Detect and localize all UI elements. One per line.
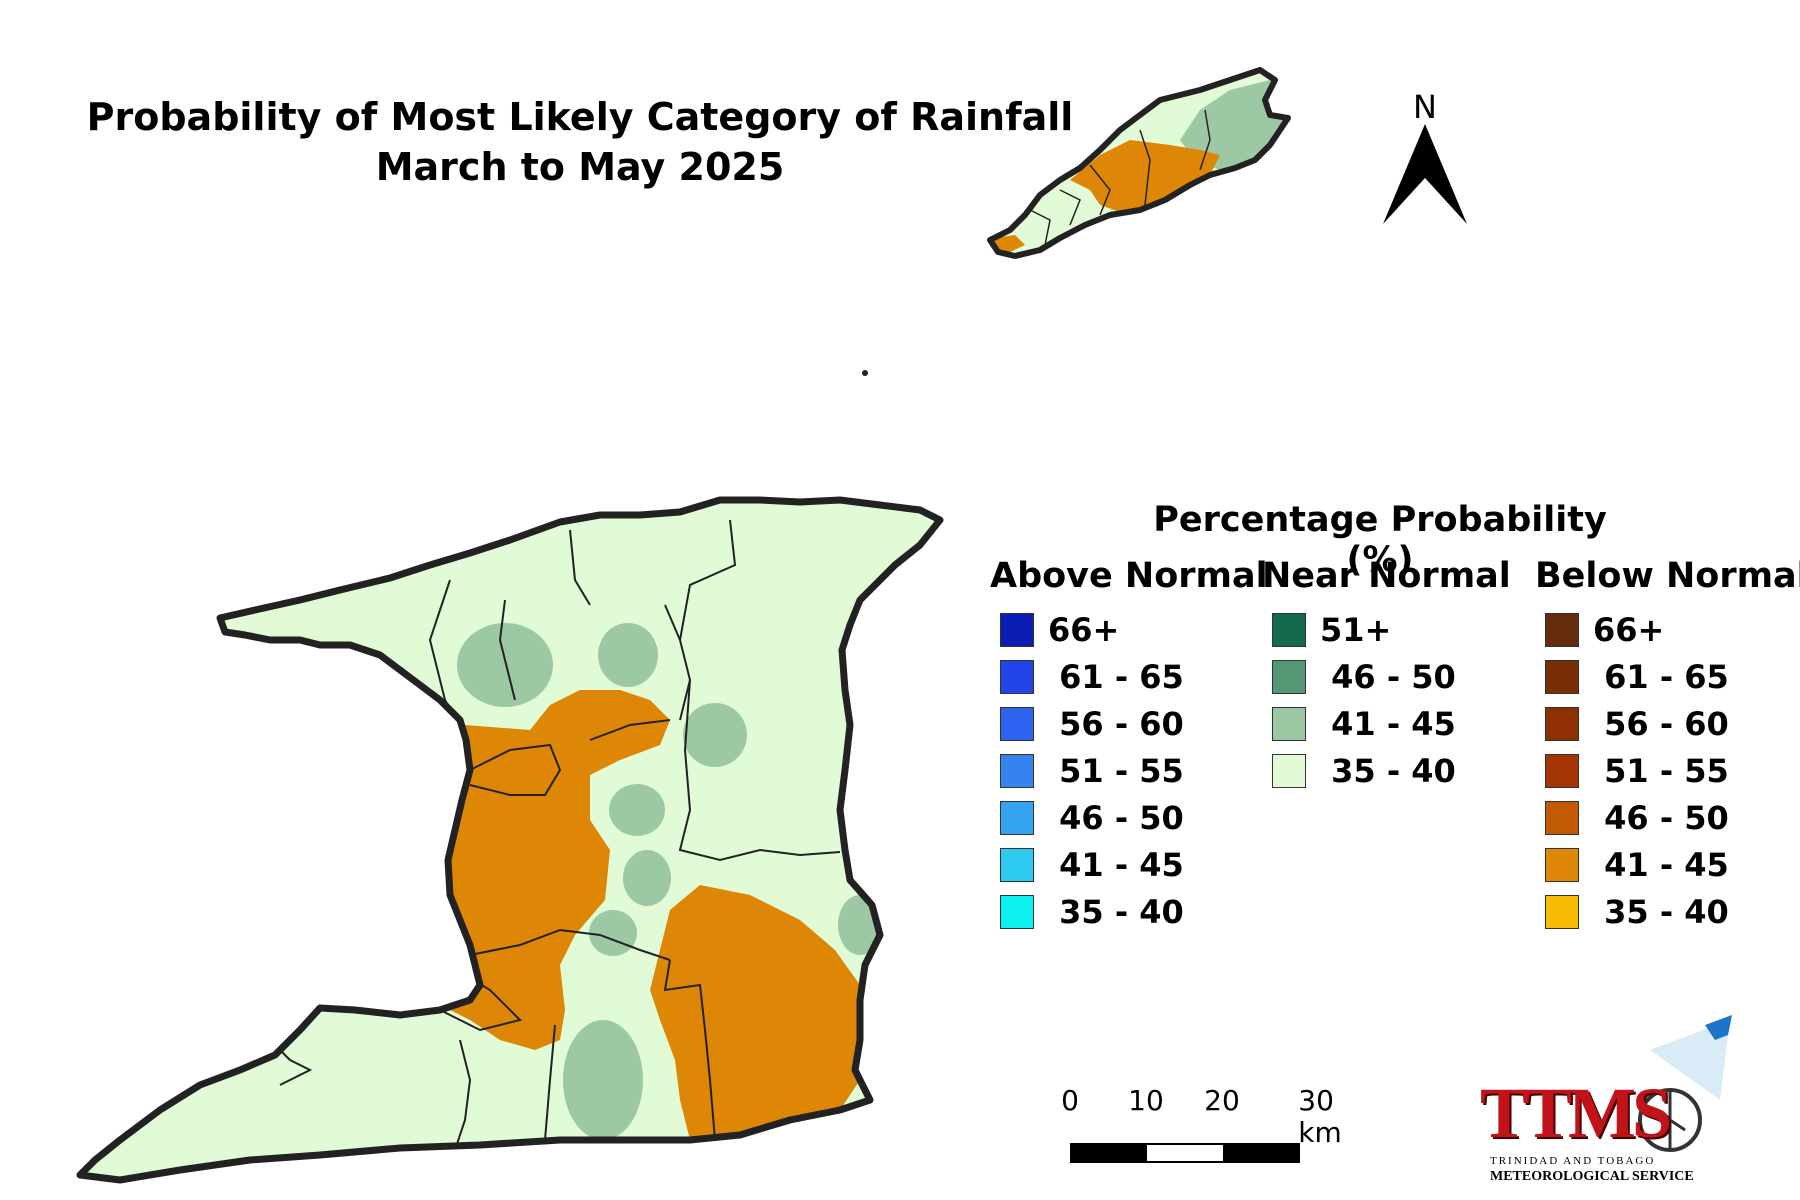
legend-label: 41 - 45 bbox=[1593, 845, 1729, 884]
legend-item: 41 - 45 bbox=[1535, 841, 1800, 888]
legend-swatch bbox=[1545, 894, 1579, 929]
logo-subtitle-2: METEOROLOGICAL SERVICE bbox=[1490, 1169, 1694, 1184]
legend-swatch bbox=[1000, 753, 1034, 788]
legend-swatch bbox=[1000, 847, 1034, 882]
legend-label: 35 - 40 bbox=[1593, 892, 1729, 931]
legend-column-below-normal: Below Normal 66+ 61 - 65 56 - 60 51 - 55… bbox=[1535, 556, 1800, 935]
legend-label: 41 - 45 bbox=[1048, 845, 1184, 884]
ttms-logo: TTMS TRINIDAD AND TOBAGO METEOROLOGICAL … bbox=[1470, 1000, 1760, 1190]
legend-swatch bbox=[1000, 659, 1034, 694]
tobago-below-normal-zone-west bbox=[995, 235, 1025, 252]
tobago-island bbox=[987, 67, 1291, 259]
below-normal-zone-west bbox=[430, 690, 670, 1050]
legend-label: 66+ bbox=[1048, 610, 1120, 649]
legend-swatch bbox=[1545, 753, 1579, 788]
north-arrow: N bbox=[1375, 90, 1475, 240]
near-normal-zone-6 bbox=[589, 910, 637, 956]
tobago-coastline bbox=[987, 67, 1291, 259]
legend-item: 61 - 65 bbox=[990, 653, 1268, 700]
legend-item: 51+ bbox=[1262, 606, 1511, 653]
legend-label: 61 - 65 bbox=[1048, 657, 1184, 696]
title-line-1: Probability of Most Likely Category of R… bbox=[86, 95, 1074, 139]
legend-label: 66+ bbox=[1593, 610, 1665, 649]
legend-heading-above-normal: Above Normal bbox=[990, 556, 1268, 596]
scale-segment-3 bbox=[1222, 1145, 1298, 1161]
scale-segment-1 bbox=[1072, 1145, 1148, 1161]
legend-label: 51 - 55 bbox=[1048, 751, 1184, 790]
scale-label-10: 10 bbox=[1128, 1084, 1164, 1117]
legend-column-near-normal: Near Normal 51+ 46 - 50 41 - 45 35 - 40 bbox=[1262, 556, 1511, 794]
legend-item: 51 - 55 bbox=[1535, 747, 1800, 794]
legend-swatch bbox=[1272, 659, 1306, 694]
legend: Percentage Probability (%) Above Normal … bbox=[990, 500, 1800, 980]
legend-item: 35 - 40 bbox=[1535, 888, 1800, 935]
legend-swatch bbox=[1000, 894, 1034, 929]
legend-swatch bbox=[1000, 612, 1034, 647]
legend-heading-near-normal: Near Normal bbox=[1262, 556, 1511, 596]
near-normal-zone-2 bbox=[598, 623, 658, 687]
trinidad-coastline bbox=[76, 496, 944, 1184]
north-arrow-icon bbox=[1383, 124, 1467, 224]
satellite-dish-icon bbox=[1638, 1015, 1732, 1152]
logo-text: TTMS bbox=[1480, 1073, 1672, 1153]
near-normal-zone-4 bbox=[609, 784, 665, 836]
legend-item: 46 - 50 bbox=[1535, 794, 1800, 841]
legend-label: 56 - 60 bbox=[1593, 704, 1729, 743]
legend-label: 35 - 40 bbox=[1048, 892, 1184, 931]
scale-segment-2 bbox=[1147, 1145, 1223, 1161]
legend-label: 46 - 50 bbox=[1320, 657, 1456, 696]
legend-label: 51+ bbox=[1320, 610, 1392, 649]
title-line-2: March to May 2025 bbox=[375, 145, 785, 189]
legend-swatch bbox=[1545, 800, 1579, 835]
legend-item: 61 - 65 bbox=[1535, 653, 1800, 700]
trinidad-island bbox=[76, 496, 944, 1184]
legend-item: 66+ bbox=[1535, 606, 1800, 653]
legend-swatch bbox=[1545, 847, 1579, 882]
legend-heading-below-normal: Below Normal bbox=[1535, 556, 1800, 596]
legend-swatch bbox=[1272, 612, 1306, 647]
legend-item: 35 - 40 bbox=[990, 888, 1268, 935]
legend-label: 56 - 60 bbox=[1048, 704, 1184, 743]
legend-item: 41 - 45 bbox=[1262, 700, 1511, 747]
legend-item: 41 - 45 bbox=[990, 841, 1268, 888]
tobago-below-normal-zone bbox=[1070, 140, 1220, 212]
north-label: N bbox=[1413, 88, 1437, 126]
legend-title: Percentage Probability (%) bbox=[1153, 500, 1607, 580]
near-normal-zone-3 bbox=[683, 703, 747, 767]
legend-item: 56 - 60 bbox=[990, 700, 1268, 747]
legend-swatch bbox=[1272, 753, 1306, 788]
legend-label: 61 - 65 bbox=[1593, 657, 1729, 696]
legend-item: 51 - 55 bbox=[990, 747, 1268, 794]
legend-label: 35 - 40 bbox=[1320, 751, 1456, 790]
legend-swatch bbox=[1000, 800, 1034, 835]
legend-swatch bbox=[1545, 706, 1579, 741]
legend-swatch bbox=[1000, 706, 1034, 741]
legend-label: 51 - 55 bbox=[1593, 751, 1729, 790]
legend-label: 46 - 50 bbox=[1048, 798, 1184, 837]
scale-bar-graphic bbox=[1070, 1143, 1300, 1163]
near-normal-zone-1 bbox=[457, 623, 553, 707]
legend-label: 41 - 45 bbox=[1320, 704, 1456, 743]
legend-column-above-normal: Above Normal 66+ 61 - 65 56 - 60 51 - 55… bbox=[990, 556, 1268, 935]
map-title: Probability of Most Likely Category of R… bbox=[40, 92, 1120, 192]
scale-label-20: 20 bbox=[1204, 1084, 1240, 1117]
scale-label-30: 30 km bbox=[1298, 1084, 1342, 1149]
scale-label-0: 0 bbox=[1061, 1084, 1079, 1117]
scale-bar: 0 10 20 30 km bbox=[1050, 1085, 1350, 1165]
legend-swatch bbox=[1545, 659, 1579, 694]
legend-item: 35 - 40 bbox=[1262, 747, 1511, 794]
near-normal-zone-7 bbox=[563, 1020, 643, 1140]
legend-swatch bbox=[1545, 612, 1579, 647]
legend-label: 46 - 50 bbox=[1593, 798, 1729, 837]
legend-swatch bbox=[1272, 706, 1306, 741]
logo-subtitle-1: TRINIDAD AND TOBAGO bbox=[1490, 1155, 1656, 1167]
legend-item: 46 - 50 bbox=[1262, 653, 1511, 700]
legend-item: 56 - 60 bbox=[1535, 700, 1800, 747]
legend-item: 66+ bbox=[990, 606, 1268, 653]
below-normal-zone-southeast bbox=[650, 885, 865, 1140]
islet bbox=[862, 370, 868, 376]
legend-item: 46 - 50 bbox=[990, 794, 1268, 841]
near-normal-zone-5 bbox=[623, 850, 671, 906]
